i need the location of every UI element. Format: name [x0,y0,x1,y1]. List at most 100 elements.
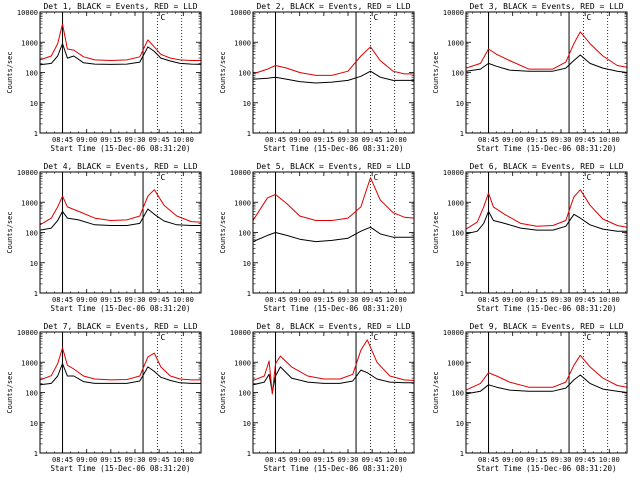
x-tick-label: 09:45 [362,136,383,144]
series-line-lld [465,31,628,70]
flag-letter: C [161,173,166,182]
plot-frame [39,11,202,134]
x-tick-label: 08:45 [265,136,286,144]
y-tick-label: 1000 [447,199,464,207]
x-tick-label: 09:45 [575,456,596,464]
y-tick-label: 1000 [447,39,464,47]
x-tick-label: 10:00 [599,136,620,144]
x-tick-label: 09:15 [100,296,121,304]
x-tick-label: 08:45 [265,456,286,464]
panel-title: Det 4, BLACK = Events, RED = LLD [43,162,197,171]
x-tick-label: 09:45 [149,296,170,304]
x-tick-label: 08:45 [52,296,73,304]
plot-frame [39,331,202,454]
x-tick-label: 09:00 [76,136,97,144]
x-tick-label: 09:00 [289,136,310,144]
x-tick-label: 09:45 [575,296,596,304]
y-tick-label: 10 [243,260,251,268]
x-tick-label: 09:00 [76,296,97,304]
series-line-events [465,374,628,395]
x-tick-label: 09:30 [124,136,145,144]
x-tick-label: 09:15 [313,136,334,144]
plot-frame [252,11,415,134]
detector-panel-7: Det 7, BLACK = Events, RED = LLD 1 10 100 10… [6,322,202,473]
y-tick-label: 1000 [234,39,251,47]
x-tick-label: 08:45 [478,296,499,304]
y-axis-label: Counts/sec [432,211,440,253]
flag-letter: C [161,13,166,22]
y-tick-label: 10000 [17,169,38,177]
y-tick-label: 10000 [443,169,464,177]
x-tick-label: 10:00 [599,296,620,304]
x-tick-label: 08:45 [265,296,286,304]
x-tick-label: 09:30 [124,456,145,464]
y-axis-label: Counts/sec [6,51,14,93]
x-axis-label: Start Time (15-Dec-06 08:31:20) [51,464,191,473]
y-tick-label: 1 [247,130,251,138]
y-tick-label: 100 [238,390,251,398]
x-tick-label: 09:30 [550,456,571,464]
series-line-lld [252,339,415,395]
series-line-events [39,208,201,231]
y-axis-label: Counts/sec [219,211,227,253]
x-tick-label: 09:30 [337,456,358,464]
flag-letter: C [161,333,166,342]
series-line-events [465,54,628,73]
x-axis-label: Start Time (15-Dec-06 08:31:20) [264,304,404,313]
plot-frame [465,171,628,294]
series-line-events [39,43,202,66]
y-tick-label: 100 [451,70,464,78]
panel-title: Det 7, BLACK = Events, RED = LLD [43,322,197,331]
series-line-lld [39,189,202,226]
x-tick-label: 09:15 [526,296,547,304]
series-line-lld [465,189,628,230]
x-tick-label: 09:30 [550,296,571,304]
x-tick-label: 09:15 [100,136,121,144]
y-tick-label: 1000 [447,359,464,367]
x-axis-label: Start Time (15-Dec-06 08:31:20) [477,464,617,473]
y-tick-label: 1 [460,450,464,458]
x-tick-label: 09:15 [313,456,334,464]
y-axis-label: Counts/sec [432,371,440,413]
y-tick-label: 10 [30,260,38,268]
y-tick-label: 1000 [21,359,38,367]
detector-panel-4: Det 4, BLACK = Events, RED = LLD 1 10 100 10… [6,162,202,313]
y-tick-label: 10 [456,260,464,268]
detector-panel-5: Det 5, BLACK = Events, RED = LLD 1 10 100 10… [219,162,415,313]
x-tick-label: 09:00 [76,456,97,464]
x-tick-label: 09:30 [124,296,145,304]
plot-frame [465,11,628,134]
y-axis-label: Counts/sec [6,371,14,413]
y-tick-label: 10 [30,420,38,428]
x-axis-label: Start Time (15-Dec-06 08:31:20) [264,144,404,153]
y-tick-label: 10000 [443,9,464,17]
x-tick-label: 09:15 [526,456,547,464]
x-tick-label: 09:30 [550,136,571,144]
series-line-events [252,226,414,243]
panel-title: Det 1, BLACK = Events, RED = LLD [43,2,197,11]
x-tick-label: 09:00 [502,296,523,304]
x-tick-label: 09:15 [526,136,547,144]
x-tick-label: 09:45 [149,456,170,464]
flag-letter: C [374,333,379,342]
y-tick-label: 10000 [230,169,251,177]
series-line-events [39,363,201,386]
x-tick-label: 09:00 [289,456,310,464]
y-tick-label: 1 [460,130,464,138]
plot-frame [252,171,415,294]
panel-title: Det 2, BLACK = Events, RED = LLD [256,2,410,11]
panel-title: Det 6, BLACK = Events, RED = LLD [469,162,623,171]
panel-title: Det 9, BLACK = Events, RED = LLD [469,322,623,331]
y-tick-label: 10 [30,100,38,108]
x-tick-label: 09:45 [149,136,170,144]
x-tick-label: 09:45 [575,136,596,144]
y-tick-label: 1 [247,290,251,298]
y-axis-label: Counts/sec [6,211,14,253]
x-tick-label: 09:00 [502,136,523,144]
series-line-lld [252,177,415,221]
plot-frame [465,331,628,454]
x-tick-label: 08:45 [52,456,73,464]
y-axis-label: Counts/sec [219,51,227,93]
plot-frame [39,171,202,294]
flag-letter: C [587,173,592,182]
